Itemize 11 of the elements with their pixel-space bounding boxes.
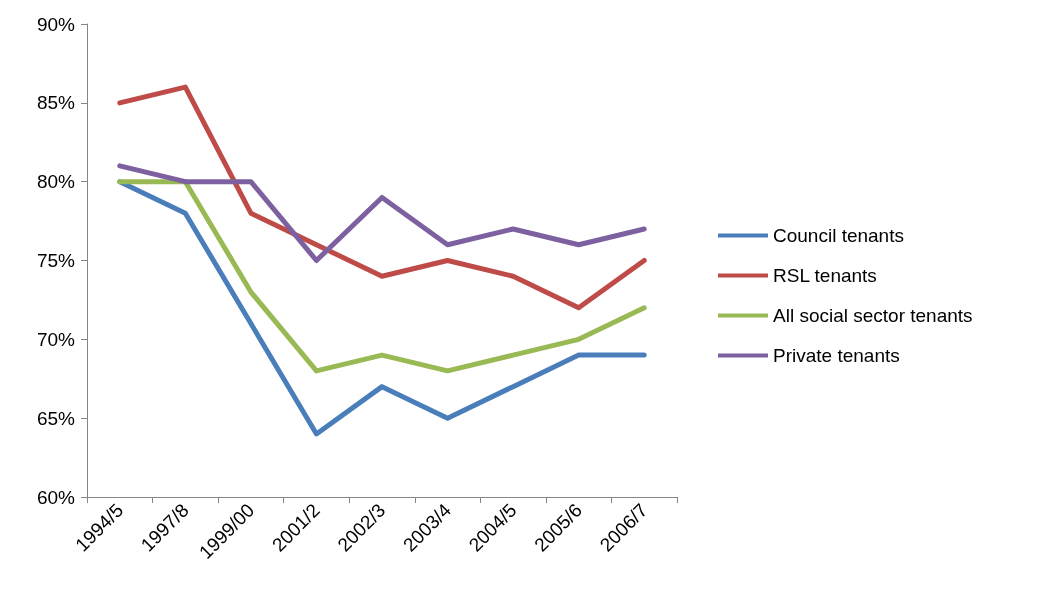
y-tick-label: 80% [36,171,76,193]
legend-label: Private tenants [773,345,900,366]
y-tick-label: 65% [36,407,76,429]
legend-label: All social sector tenants [773,305,973,326]
y-tick-label: 70% [36,328,76,350]
y-tick-label: 60% [36,486,76,508]
y-tick-label: 75% [36,250,76,271]
legend-label: Council tenants [773,225,904,246]
y-tick-label: 85% [36,92,76,114]
legend-label: RSL tenants [773,265,877,286]
y-tick-label: 90% [36,13,76,35]
